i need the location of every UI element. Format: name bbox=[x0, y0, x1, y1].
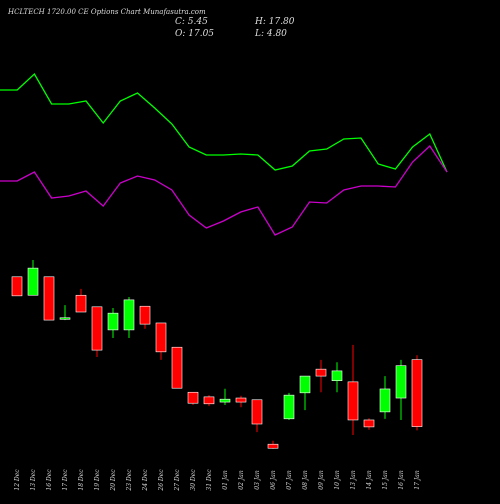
indicator-line bbox=[0, 72, 448, 173]
chart-title: HCLTECH 1720.00 CE Options Chart Munafas… bbox=[7, 8, 206, 16]
candle-body bbox=[219, 398, 231, 403]
summary-low: L: 4.80 bbox=[254, 29, 287, 39]
candle-body bbox=[155, 322, 167, 353]
x-tick-label: 10 Jan bbox=[334, 470, 341, 490]
candle-body bbox=[251, 399, 263, 425]
x-tick-label: 17 Dec bbox=[62, 469, 69, 491]
candle-body bbox=[331, 370, 343, 382]
x-tick-label: 20 Dec bbox=[110, 469, 117, 492]
summary-high: H: 17.80 bbox=[254, 17, 295, 27]
summary-open: O: 17.05 bbox=[175, 29, 214, 39]
x-tick-label: 24 Dec bbox=[142, 469, 149, 492]
x-tick-label: 02 Jan bbox=[238, 470, 245, 490]
candle-body bbox=[187, 391, 199, 404]
candle-body bbox=[107, 312, 119, 331]
candle-body bbox=[59, 317, 71, 320]
x-tick-label: 18 Dec bbox=[78, 469, 85, 491]
x-tick-label: 15 Jan bbox=[382, 470, 389, 490]
candle-body bbox=[315, 368, 327, 377]
candle-body bbox=[11, 276, 23, 297]
candle-body bbox=[363, 419, 375, 428]
x-tick-label: 06 Jan bbox=[270, 470, 277, 490]
x-tick-label: 16 Dec bbox=[46, 469, 53, 491]
x-tick-label: 07 Jan bbox=[286, 470, 293, 490]
x-tick-label: 26 Dec bbox=[158, 469, 165, 492]
candle-body bbox=[43, 276, 55, 321]
candle-body bbox=[75, 294, 87, 313]
x-tick-label: 17 Jan bbox=[414, 470, 421, 490]
x-tick-label: 19 Dec bbox=[94, 469, 101, 491]
x-tick-label: 09 Jan bbox=[318, 470, 325, 490]
candle-body bbox=[299, 375, 311, 394]
x-tick-label: 16 Jan bbox=[398, 470, 405, 490]
candle-body bbox=[283, 394, 295, 420]
candle-body bbox=[235, 397, 247, 403]
candle-body bbox=[123, 299, 135, 331]
x-tick-label: 27 Dec bbox=[174, 469, 181, 492]
x-tick-label: 14 Jan bbox=[366, 470, 373, 490]
x-tick-label: 08 Jan bbox=[302, 470, 309, 490]
candle-body bbox=[171, 346, 183, 389]
candle-body bbox=[91, 306, 103, 351]
candle-body bbox=[267, 443, 279, 449]
candle-body bbox=[27, 267, 39, 296]
x-tick-label: 01 Jan bbox=[222, 470, 229, 490]
x-tick-label: 13 Jan bbox=[350, 470, 357, 490]
x-tick-label: 31 Dec bbox=[206, 469, 213, 491]
candle-body bbox=[379, 388, 391, 413]
candle-body bbox=[395, 365, 407, 399]
x-tick-label: 23 Dec bbox=[126, 469, 133, 492]
candle-body bbox=[347, 381, 359, 421]
candle-body bbox=[411, 359, 423, 427]
x-tick-label: 12 Dec bbox=[14, 469, 21, 491]
x-tick-label: 03 Jan bbox=[254, 470, 261, 490]
indicator-line bbox=[0, 145, 448, 236]
x-tick-label: 30 Dec bbox=[190, 469, 197, 491]
candle-body bbox=[139, 305, 151, 325]
summary-close: C: 5.45 bbox=[175, 17, 208, 27]
x-tick-label: 13 Dec bbox=[30, 469, 37, 491]
candle-body bbox=[203, 396, 215, 405]
